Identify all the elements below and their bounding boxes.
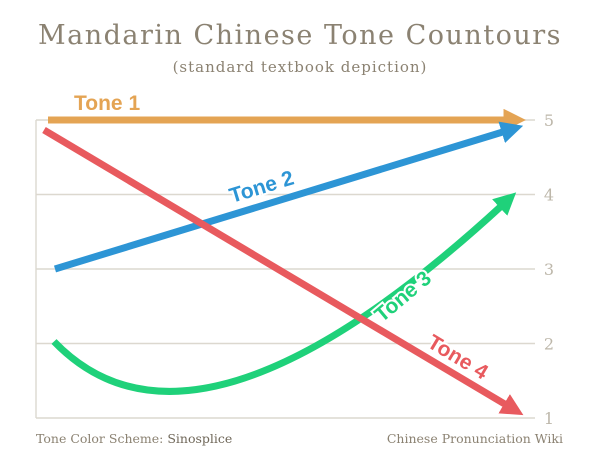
y-tick-2: 2 [544, 335, 554, 354]
color-scheme-note: Tone Color Scheme: Sinosplice [36, 431, 232, 446]
tone-3-curve [51, 192, 517, 395]
tone-curves [42, 108, 526, 416]
y-tick-5: 5 [544, 111, 554, 130]
color-scheme-name: Sinosplice [167, 431, 232, 446]
y-tick-1: 1 [544, 409, 554, 428]
tone-4-curve [42, 126, 524, 416]
chart-subtitle: (standard textbook depiction) [173, 58, 428, 76]
grid-lines [35, 119, 535, 419]
color-scheme-prefix: Tone Color Scheme: [36, 431, 167, 446]
tone-1-label: Tone 1 [74, 92, 140, 115]
y-tick-labels: 1 2 3 4 5 [544, 111, 554, 428]
tone-3-label: Tone 3 [370, 267, 435, 327]
y-tick-3: 3 [544, 260, 554, 279]
credit-label: Chinese Pronunciation Wiki [387, 431, 563, 446]
tone-2-curve [53, 121, 524, 273]
y-tick-4: 4 [544, 186, 554, 205]
chart-title: Mandarin Chinese Tone Countours [38, 20, 562, 51]
